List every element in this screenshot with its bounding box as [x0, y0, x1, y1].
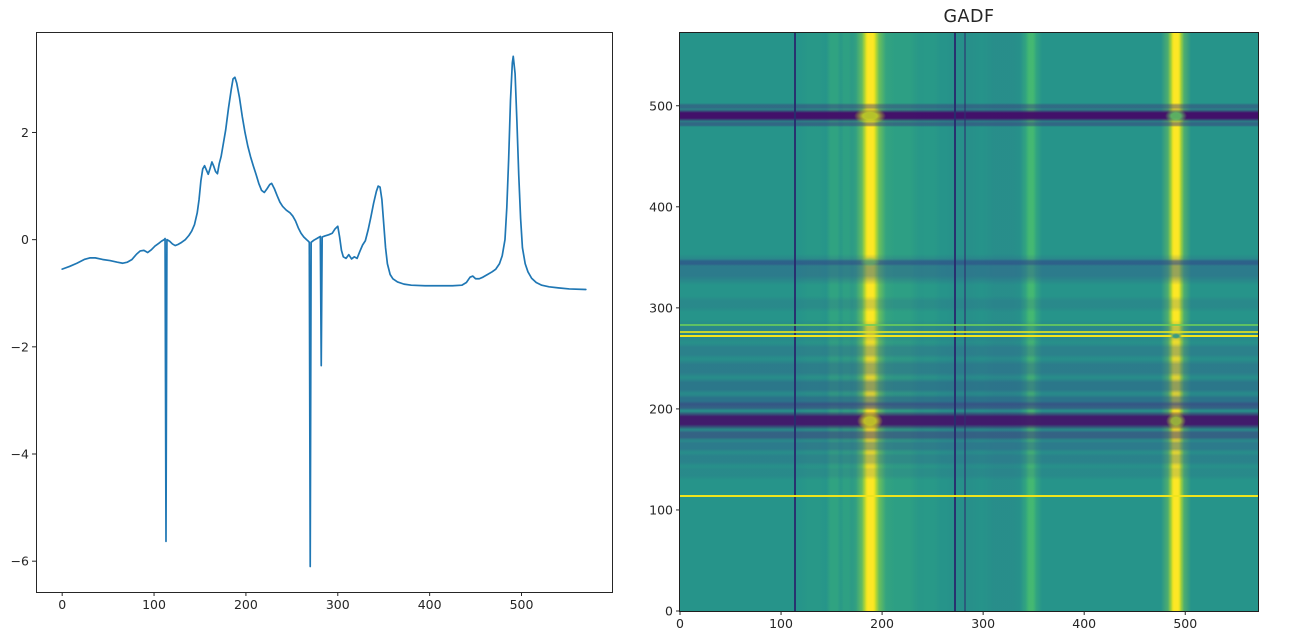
y-tick-label: 0: [21, 232, 29, 247]
gadf-heatmap: [680, 33, 1258, 611]
x-tick-label: 400: [418, 597, 442, 612]
x-tick-label: 200: [234, 597, 258, 612]
y-tick-label: 400: [649, 199, 673, 214]
x-tick-label: 100: [142, 597, 166, 612]
x-tick-label: 300: [326, 597, 350, 612]
heatmap-crossing-spot: [1170, 333, 1183, 340]
heatmap-crossing-spot: [1166, 412, 1187, 430]
x-tick-label: 0: [676, 616, 684, 631]
heatmap-horizontal-band: [680, 295, 1258, 312]
x-tick-label: 500: [510, 597, 534, 612]
y-tick-label: 100: [649, 502, 673, 517]
heatmap-crossing-spot: [859, 257, 881, 268]
y-tick-label: −2: [11, 339, 29, 354]
heatmap-horizontal-band: [680, 358, 1258, 379]
heatmap-vertical-line: [953, 33, 956, 611]
heatmap-vertical-line: [794, 33, 797, 611]
y-tick-label: −4: [11, 447, 29, 462]
heatmap-horizontal-line: [680, 494, 1258, 497]
x-tick-label: 400: [1072, 616, 1096, 631]
heatmap-horizontal-line: [680, 324, 1258, 326]
y-tick-label: 500: [649, 98, 673, 113]
y-tick-label: 200: [649, 401, 673, 416]
line-plot-spines: [36, 32, 613, 593]
y-tick-label: 2: [21, 125, 29, 140]
x-tick-label: 500: [1173, 616, 1197, 631]
y-tick-label: 300: [649, 300, 673, 315]
y-tick-label: −6: [11, 554, 29, 569]
x-tick-label: 200: [870, 616, 894, 631]
heatmap-crossing-spot: [1165, 108, 1188, 123]
heatmap-horizontal-band: [680, 465, 1258, 480]
signal-line: [61, 55, 587, 568]
x-tick-label: 0: [58, 597, 66, 612]
heatmap-vertical-line: [964, 33, 966, 611]
x-tick-label: 100: [769, 616, 793, 631]
heatmap-crossing-spot: [853, 107, 887, 124]
heatmap-crossing-spot: [856, 411, 884, 431]
x-tick-label: 300: [971, 616, 995, 631]
heatmap-horizontal-band: [680, 259, 1258, 267]
heatmap-horizontal-band: [680, 400, 1258, 411]
gadf-title: GADF: [943, 7, 995, 27]
y-tick-label: 0: [665, 604, 673, 619]
